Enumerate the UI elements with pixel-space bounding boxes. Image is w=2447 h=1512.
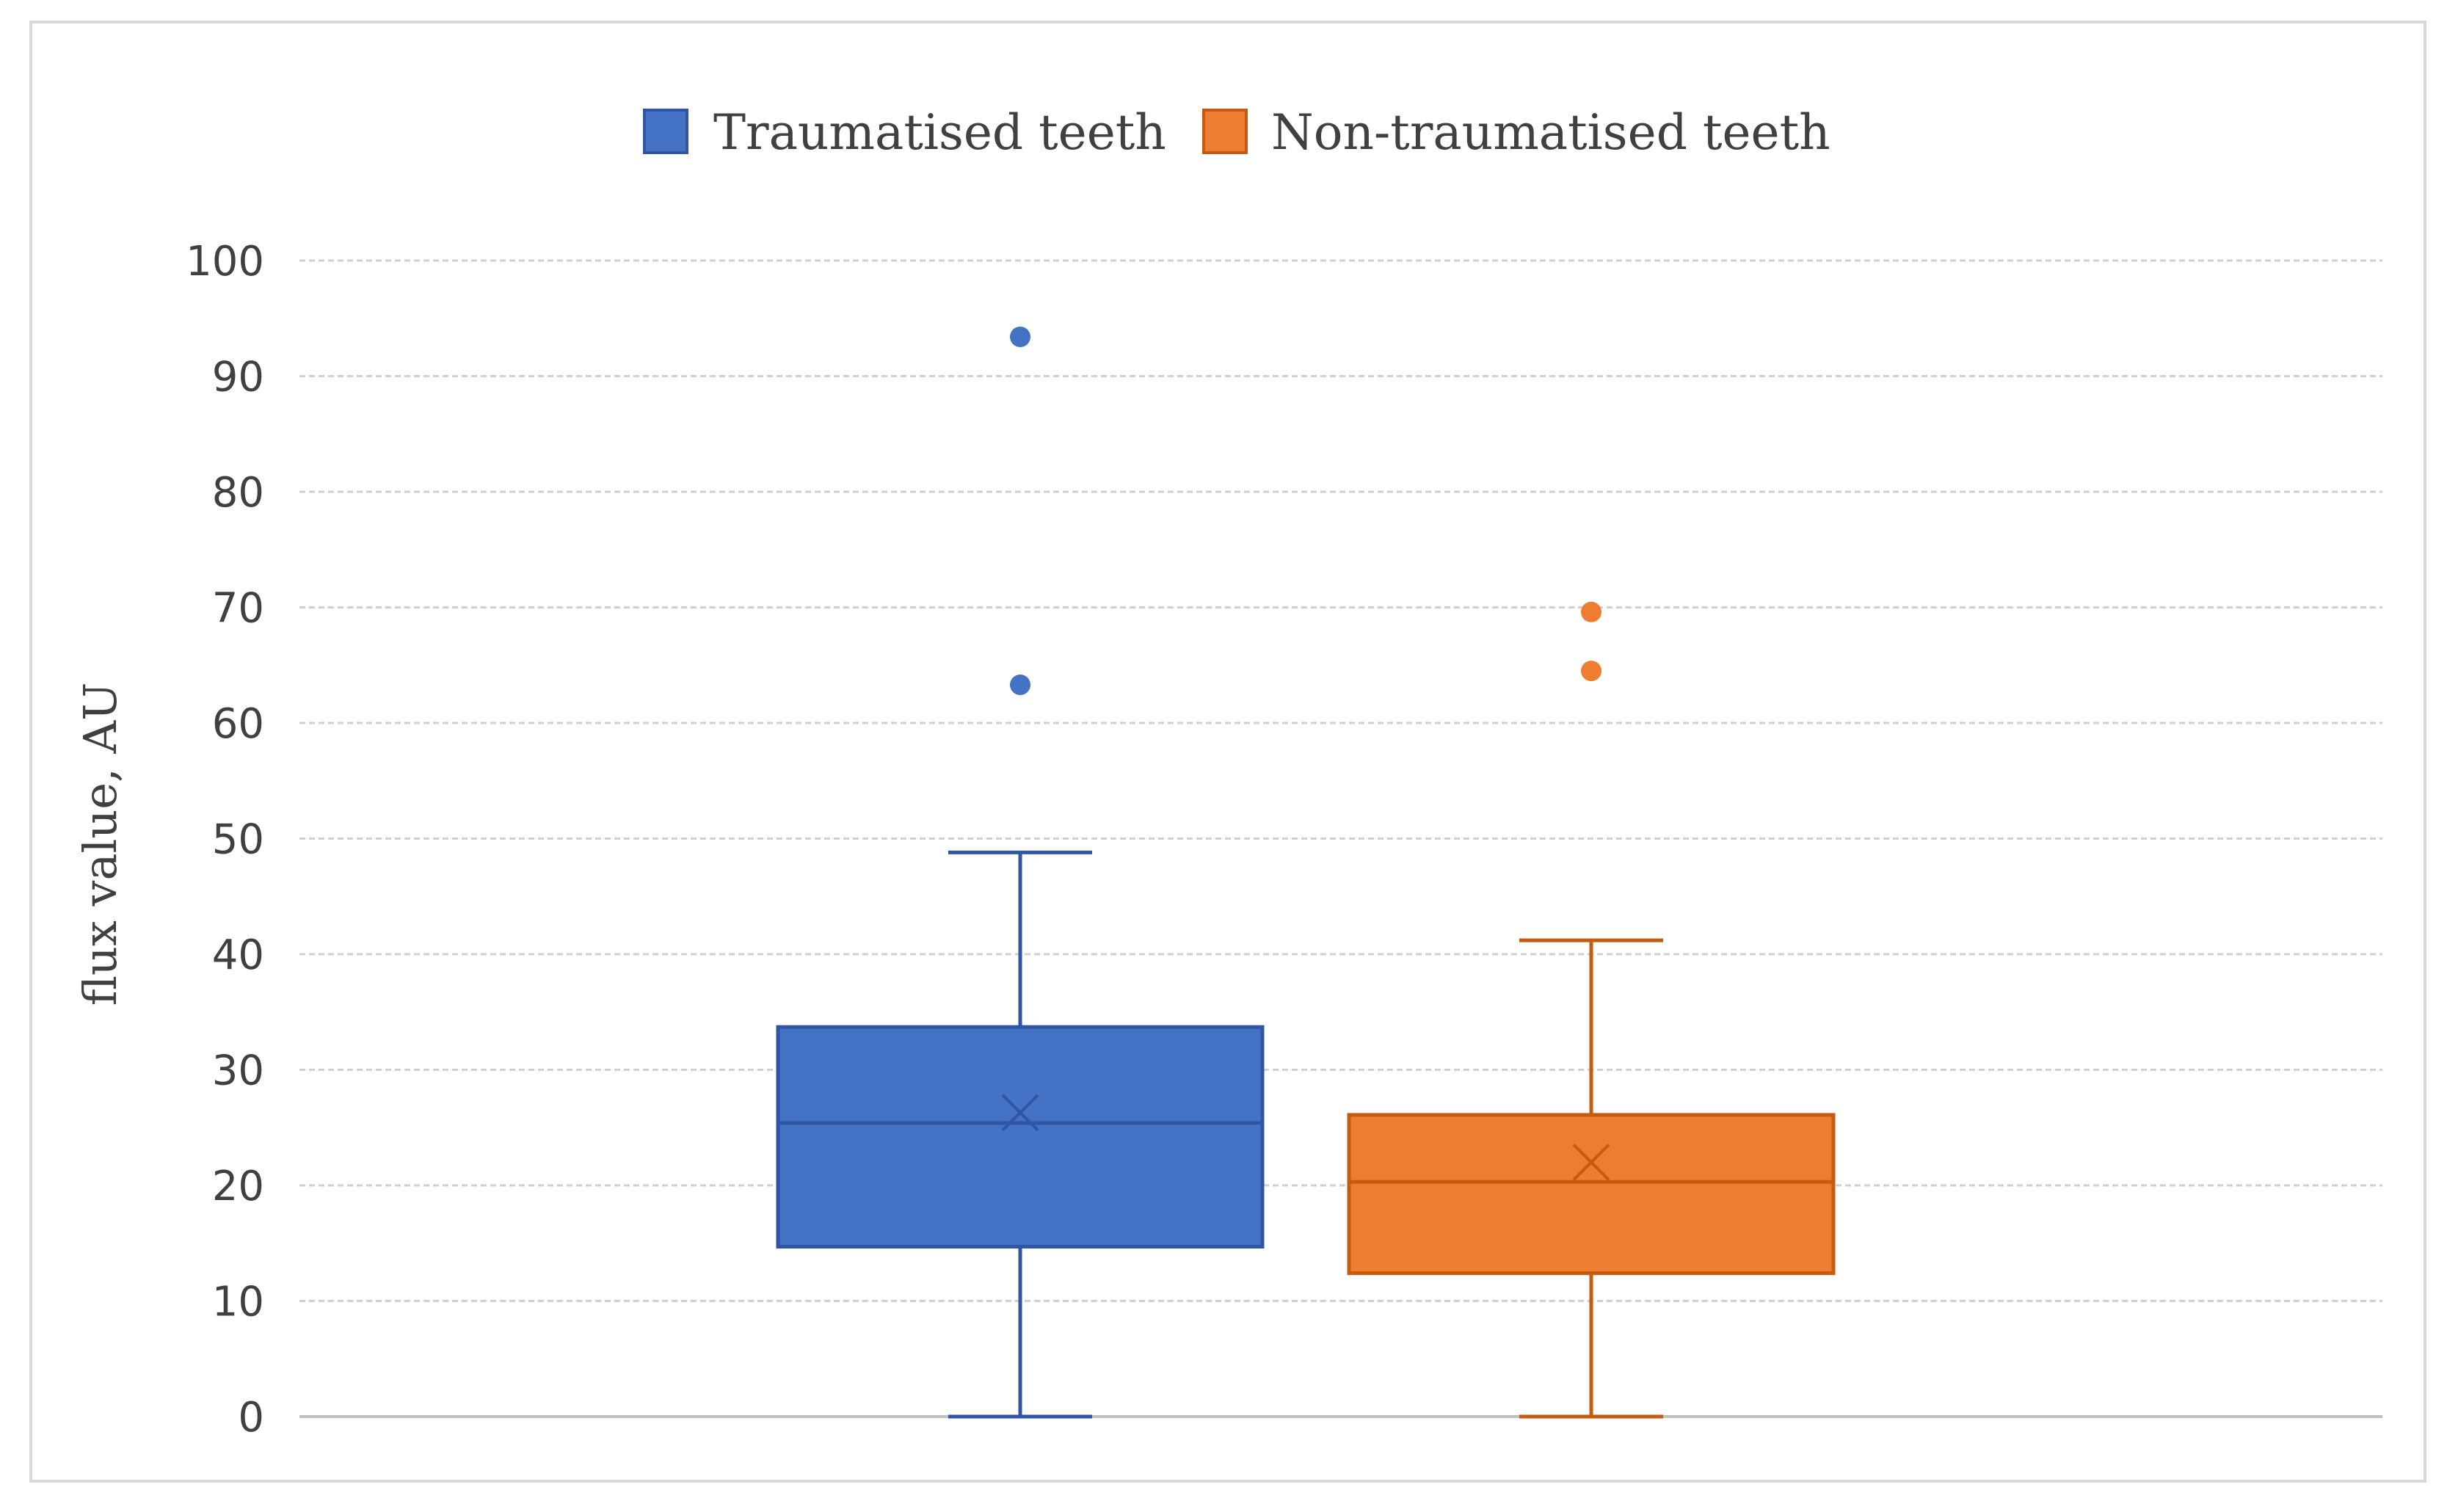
legend-item-non-traumatised: Non-traumatised teeth: [1202, 104, 1830, 161]
y-tick-label-70: 70: [212, 585, 264, 633]
y-tick-label-50: 50: [212, 816, 264, 864]
y-axis-ticks: 0 10 20 30 40 50 60 70 80 90 100: [186, 238, 264, 1442]
y-tick-label-0: 0: [238, 1394, 264, 1442]
box-traumatised: [776, 326, 1265, 1419]
y-tick-label-60: 60: [212, 700, 264, 748]
y-tick-label-30: 30: [212, 1047, 264, 1095]
mean-marker-b: [1572, 1144, 1610, 1181]
legend: Traumatised teeth Non-traumatised teeth: [643, 104, 1830, 161]
outlier-point-2: [1581, 601, 1601, 622]
box-series: [776, 326, 1836, 1419]
mean-marker-b: [1001, 1094, 1039, 1132]
outlier-point-2: [1010, 326, 1030, 347]
legend-swatch: [1202, 109, 1248, 154]
outlier-point-1: [1581, 661, 1601, 682]
box-non-traumatised: [1347, 601, 1836, 1419]
y-axis-title: flux value, AU: [73, 683, 127, 1006]
iqr-box: [776, 1025, 1265, 1249]
gridlines: [299, 259, 2382, 1418]
legend-label: Traumatised teeth: [713, 104, 1166, 161]
y-tick-label-40: 40: [212, 931, 264, 979]
iqr-box: [1347, 1113, 1836, 1276]
outlier-point-1: [1010, 675, 1030, 696]
legend-swatch: [643, 109, 688, 154]
legend-label: Non-traumatised teeth: [1271, 104, 1830, 161]
y-tick-label-90: 90: [212, 354, 264, 401]
legend-item-traumatised: Traumatised teeth: [643, 104, 1166, 161]
y-tick-label-80: 80: [212, 469, 264, 517]
y-tick-label-100: 100: [186, 238, 264, 286]
y-tick-label-10: 10: [212, 1279, 264, 1326]
y-tick-label-20: 20: [212, 1163, 264, 1210]
